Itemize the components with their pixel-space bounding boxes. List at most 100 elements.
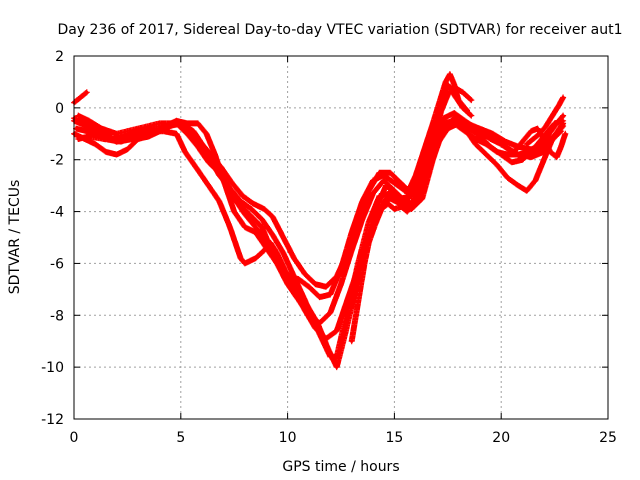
- data-series: [71, 71, 569, 371]
- data-point: [100, 127, 104, 131]
- x-tick-label: 0: [70, 430, 79, 446]
- data-point: [516, 152, 520, 157]
- y-axis-label: SDTVAR / TECUs: [7, 180, 23, 295]
- data-point: [431, 158, 435, 162]
- x-tick-label: 25: [599, 430, 617, 446]
- data-point: [243, 225, 247, 229]
- data-point: [563, 132, 567, 136]
- data-point: [335, 274, 339, 278]
- data-point: [529, 147, 533, 151]
- x-tick-label: 15: [385, 430, 403, 446]
- data-point: [367, 189, 371, 193]
- data-point: [198, 139, 202, 144]
- data-point: [463, 127, 467, 131]
- data-point: [529, 155, 533, 159]
- data-point: [371, 222, 375, 227]
- data-point: [339, 282, 343, 286]
- data-point: [360, 217, 364, 221]
- data-point: [294, 282, 298, 286]
- data-point: [516, 145, 520, 149]
- data-point: [461, 90, 465, 94]
- data-point: [523, 137, 527, 141]
- data-point: [76, 137, 80, 141]
- data-point: [544, 124, 548, 128]
- data-point: [377, 171, 382, 175]
- data-point: [506, 152, 510, 157]
- x-tick-label: 20: [492, 430, 510, 446]
- data-point: [149, 127, 153, 131]
- data-point: [356, 217, 360, 221]
- data-point: [452, 82, 456, 87]
- data-point: [448, 72, 452, 76]
- data-point: [399, 181, 403, 185]
- data-point: [550, 114, 555, 118]
- data-point: [239, 199, 243, 203]
- data-point: [217, 171, 221, 175]
- data-point: [260, 225, 264, 229]
- data-point: [390, 189, 394, 193]
- data-point: [478, 127, 482, 131]
- data-point: [388, 197, 392, 201]
- data-point: [275, 251, 279, 255]
- data-point: [262, 248, 266, 253]
- data-point: [315, 321, 320, 325]
- data-point: [553, 121, 557, 126]
- data-point: [251, 202, 256, 206]
- data-point: [561, 114, 565, 118]
- data-point: [209, 152, 213, 157]
- data-point: [525, 142, 529, 146]
- data-point: [412, 202, 416, 206]
- data-point: [384, 184, 388, 188]
- y-tick-label: 2: [55, 49, 64, 65]
- data-point: [185, 132, 189, 136]
- data-point: [529, 129, 533, 133]
- data-point: [491, 137, 495, 141]
- data-point: [516, 184, 520, 188]
- data-point: [420, 197, 424, 201]
- data-point: [503, 145, 508, 149]
- data-point: [405, 191, 409, 196]
- data-point: [305, 303, 309, 307]
- data-point: [520, 158, 525, 162]
- data-point: [431, 137, 435, 141]
- data-point: [249, 207, 253, 211]
- data-point: [247, 212, 251, 216]
- data-point: [87, 119, 91, 123]
- data-point: [125, 147, 129, 151]
- axis-ticks: 0 5 10 15 20 25 -12 -10 -8 -6 -4 -2 0 2: [41, 49, 617, 446]
- data-point: [335, 365, 339, 369]
- data-point: [292, 287, 296, 291]
- data-point: [491, 132, 495, 136]
- series-arc-12: [523, 94, 567, 148]
- data-point: [253, 225, 258, 229]
- data-point: [510, 160, 514, 164]
- data-point: [243, 261, 247, 266]
- data-point: [399, 204, 403, 208]
- data-point: [217, 199, 221, 203]
- data-point: [414, 173, 418, 177]
- x-tick-label: 10: [279, 430, 297, 446]
- data-point: [93, 142, 97, 146]
- data-point: [525, 189, 529, 193]
- data-point: [392, 181, 396, 185]
- data-point: [382, 178, 386, 183]
- data-point: [174, 121, 179, 126]
- data-point: [87, 134, 91, 138]
- data-point: [510, 152, 514, 157]
- data-point: [444, 80, 448, 84]
- data-point: [136, 129, 140, 133]
- data-point: [123, 134, 127, 138]
- data-point: [424, 158, 429, 162]
- data-point: [324, 285, 328, 289]
- data-point: [115, 132, 119, 136]
- data-point: [503, 139, 508, 144]
- data-point: [561, 121, 565, 126]
- data-point: [422, 147, 426, 151]
- data-point: [268, 241, 273, 245]
- data-point: [542, 137, 546, 141]
- data-point: [437, 101, 441, 105]
- data-point: [548, 150, 552, 154]
- data-point: [531, 137, 535, 141]
- data-point: [358, 287, 362, 291]
